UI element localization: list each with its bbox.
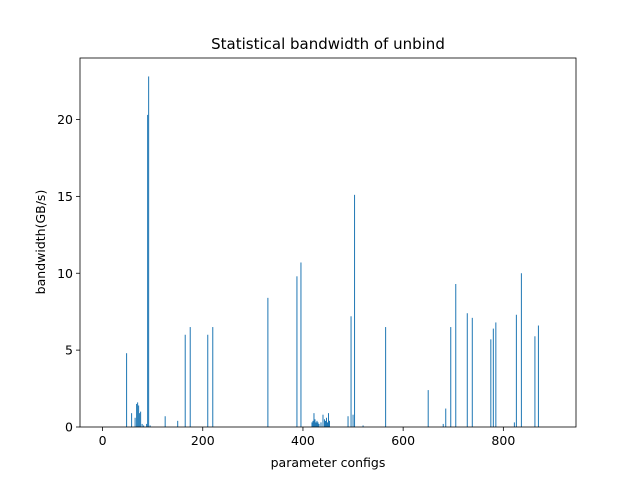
- bars-group: [126, 76, 539, 428]
- y-axis-label: bandwidth(GB/s): [33, 190, 48, 295]
- bar: [146, 423, 148, 427]
- bar: [138, 405, 140, 427]
- bar: [296, 276, 298, 427]
- bar: [318, 423, 320, 427]
- bar: [385, 327, 387, 427]
- bar: [126, 353, 128, 427]
- bar: [442, 423, 444, 427]
- x-tick-label: 200: [191, 433, 215, 448]
- x-tick-label: 0: [99, 433, 107, 448]
- bar: [350, 316, 352, 427]
- bar: [148, 76, 150, 427]
- bar: [177, 420, 179, 427]
- bar: [328, 413, 329, 427]
- bar: [534, 336, 536, 427]
- x-axis-label: parameter configs: [271, 455, 386, 470]
- bar: [149, 425, 151, 427]
- bar: [137, 402, 139, 427]
- x-tick-label: 400: [291, 433, 315, 448]
- bar: [520, 273, 522, 427]
- bar: [312, 420, 314, 427]
- bar: [184, 334, 186, 427]
- bar: [354, 194, 356, 427]
- bar: [164, 416, 166, 427]
- y-tick-label: 5: [65, 343, 73, 358]
- bar: [450, 327, 452, 427]
- bar: [326, 417, 327, 427]
- bar: [313, 413, 315, 427]
- bar: [323, 419, 325, 427]
- x-axis-ticks: 0 200 400 600 800: [99, 427, 515, 448]
- bar: [495, 322, 497, 427]
- bar: [189, 327, 191, 427]
- bar: [147, 114, 149, 427]
- bar: [322, 414, 324, 427]
- bar: [329, 420, 330, 427]
- bar: [471, 317, 473, 427]
- bar: [362, 425, 364, 427]
- y-tick-label: 0: [65, 420, 73, 435]
- bar: [317, 422, 319, 427]
- y-tick-label: 15: [57, 189, 73, 204]
- plot-frame: [79, 57, 577, 428]
- bar: [327, 422, 328, 427]
- bar: [311, 422, 313, 427]
- bar: [445, 408, 447, 427]
- bar: [141, 423, 143, 427]
- bar: [315, 422, 317, 427]
- bar: [207, 334, 209, 427]
- bar: [513, 422, 515, 427]
- x-tick-label: 800: [491, 433, 515, 448]
- bar: [143, 425, 145, 427]
- bar: [136, 403, 138, 427]
- bar: [492, 328, 494, 427]
- bar: [134, 417, 136, 427]
- bar: [455, 284, 457, 427]
- bar: [314, 419, 316, 427]
- bar: [466, 313, 468, 427]
- bar: [320, 422, 322, 427]
- x-tick-label: 600: [391, 433, 415, 448]
- bar: [267, 297, 269, 427]
- bar: [212, 327, 214, 427]
- y-tick-label: 10: [57, 266, 73, 281]
- bar: [324, 420, 326, 427]
- bar: [140, 411, 142, 428]
- bar: [347, 416, 349, 427]
- bar: [131, 413, 133, 427]
- chart-title: Statistical bandwidth of unbind: [211, 35, 445, 53]
- y-tick-label: 20: [57, 112, 73, 127]
- y-axis-ticks: 0 5 10 15 20: [57, 112, 80, 435]
- bar: [139, 413, 141, 427]
- bar: [427, 390, 429, 427]
- bar: [490, 339, 492, 427]
- bar: [537, 325, 539, 427]
- bar: [352, 414, 354, 427]
- bar: [515, 314, 517, 427]
- bar: [316, 420, 318, 427]
- bar: [300, 262, 302, 427]
